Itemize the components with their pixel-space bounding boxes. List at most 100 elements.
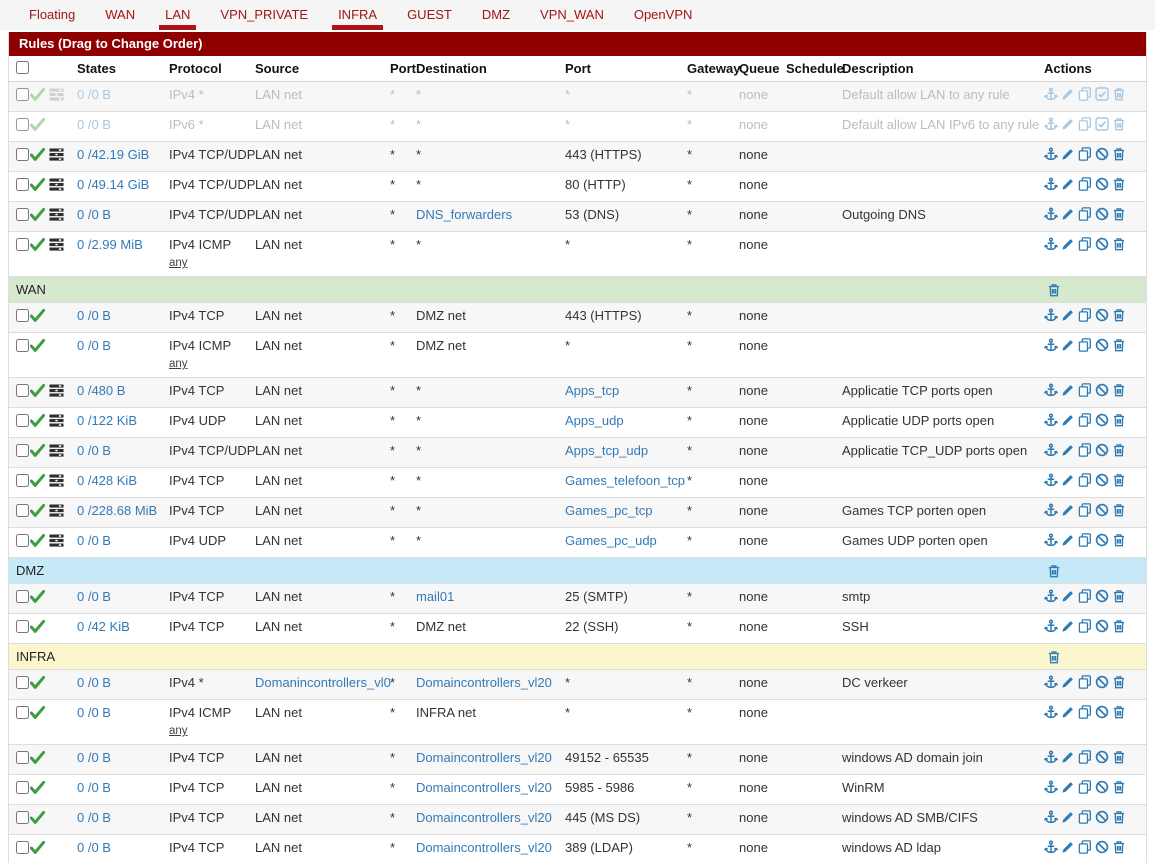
table-row[interactable]: 0 /428 KiB IPv4 TCP LAN net * * Games_telefoo… [9, 467, 1146, 498]
block-icon[interactable] [1095, 705, 1109, 719]
table-row[interactable]: 0 /0 B IPv4 TCP LAN net * Domaincontrollers_… [9, 774, 1146, 805]
icmp-any-link[interactable]: any [169, 725, 188, 737]
table-row[interactable]: 0 /49.14 GiB IPv4 TCP/UDP LAN net * * 80 (HTT… [9, 171, 1146, 202]
copy-icon[interactable] [1078, 117, 1092, 131]
delete-icon[interactable] [1112, 147, 1126, 161]
destination-value[interactable]: mail01 [416, 589, 455, 604]
table-row[interactable]: 0 /122 KiB IPv4 UDP LAN net * * Apps_udp * none… [9, 407, 1146, 438]
row-select-checkbox[interactable] [16, 474, 29, 487]
row-select-checkbox[interactable] [16, 444, 29, 457]
states-link[interactable]: 0 /42.19 GiB [77, 147, 150, 162]
delete-icon[interactable] [1112, 840, 1126, 854]
block-icon[interactable] [1095, 750, 1109, 764]
edit-icon[interactable] [1061, 383, 1075, 397]
states-link[interactable]: 0 /0 B [77, 705, 111, 720]
table-row[interactable]: 0 /0 B IPv4 TCP LAN net * mail01 25 (SMTP) * no… [9, 583, 1146, 614]
table-row[interactable]: 0 /0 B IPv4 TCP LAN net * Domaincontrollers_… [9, 744, 1146, 775]
destination-port-value[interactable]: Apps_udp [565, 413, 624, 428]
tab-infra[interactable]: INFRA [323, 0, 392, 30]
edit-icon[interactable] [1061, 237, 1075, 251]
copy-icon[interactable] [1078, 503, 1092, 517]
anchor-icon[interactable] [1044, 750, 1058, 764]
row-select-checkbox[interactable] [16, 414, 29, 427]
block-icon[interactable] [1095, 619, 1109, 633]
table-row[interactable]: 0 /0 B IPv4 TCP LAN net * Domaincontrollers_… [9, 834, 1146, 863]
edit-icon[interactable] [1061, 207, 1075, 221]
block-icon[interactable] [1095, 780, 1109, 794]
table-row[interactable]: 0 /42 KiB IPv4 TCP LAN net * DMZ net 22 (SSH)… [9, 613, 1146, 644]
states-link[interactable]: 0 /0 B [77, 338, 111, 353]
destination-value[interactable]: Domaincontrollers_vl20 [416, 780, 552, 795]
edit-icon[interactable] [1061, 503, 1075, 517]
delete-icon[interactable] [1112, 705, 1126, 719]
destination-value[interactable]: Domaincontrollers_vl20 [416, 810, 552, 825]
delete-icon[interactable] [1112, 413, 1126, 427]
copy-icon[interactable] [1078, 675, 1092, 689]
states-link[interactable]: 0 /0 B [77, 87, 111, 102]
delete-icon[interactable] [1112, 675, 1126, 689]
row-select-checkbox[interactable] [16, 384, 29, 397]
table-row[interactable]: 0 /0 B IPv4 TCP LAN net * Domaincontrollers_… [9, 804, 1146, 835]
row-select-checkbox[interactable] [16, 811, 29, 824]
edit-icon[interactable] [1061, 619, 1075, 633]
table-row[interactable]: 0 /480 B IPv4 TCP LAN net * * Apps_tcp * none Ap… [9, 377, 1146, 408]
table-row[interactable]: 0 /0 B IPv6 * LAN net * * * * none Default allow… [9, 111, 1146, 142]
edit-icon[interactable] [1061, 177, 1075, 191]
anchor-icon[interactable] [1044, 473, 1058, 487]
anchor-icon[interactable] [1044, 503, 1058, 517]
row-select-checkbox[interactable] [16, 208, 29, 221]
copy-icon[interactable] [1078, 589, 1092, 603]
row-select-checkbox[interactable] [16, 751, 29, 764]
tab-vpn_wan[interactable]: VPN_WAN [540, 7, 604, 22]
states-link[interactable]: 0 /49.14 GiB [77, 177, 150, 192]
delete-icon[interactable] [1112, 308, 1126, 322]
row-select-checkbox[interactable] [16, 309, 29, 322]
row-select-checkbox[interactable] [16, 676, 29, 689]
anchor-icon[interactable] [1044, 237, 1058, 251]
states-link[interactable]: 0 /228.68 MiB [77, 503, 158, 518]
block-icon[interactable] [1095, 383, 1109, 397]
destination-value[interactable]: DNS_forwarders [416, 207, 513, 222]
tab-guest[interactable]: GUEST [407, 7, 452, 22]
states-link[interactable]: 0 /0 B [77, 207, 111, 222]
states-link[interactable]: 0 /0 B [77, 780, 111, 795]
copy-icon[interactable] [1078, 705, 1092, 719]
anchor-icon[interactable] [1044, 117, 1058, 131]
row-select-checkbox[interactable] [16, 238, 29, 251]
copy-icon[interactable] [1078, 750, 1092, 764]
copy-icon[interactable] [1078, 177, 1092, 191]
destination-value[interactable]: Domaincontrollers_vl20 [416, 750, 552, 765]
delete-icon[interactable] [1112, 503, 1126, 517]
edit-icon[interactable] [1061, 810, 1075, 824]
destination-value[interactable]: Domaincontrollers_vl20 [416, 675, 552, 690]
states-link[interactable]: 0 /428 KiB [77, 473, 137, 488]
row-select-checkbox[interactable] [16, 781, 29, 794]
block-icon[interactable] [1095, 147, 1109, 161]
block-icon[interactable] [1095, 840, 1109, 854]
anchor-icon[interactable] [1044, 810, 1058, 824]
destination-port-value[interactable]: Apps_tcp [565, 383, 620, 398]
toggle-icon[interactable] [1095, 117, 1109, 131]
source-value[interactable]: Domanincontrollers_vl0 [255, 675, 391, 690]
edit-icon[interactable] [1061, 338, 1075, 352]
row-select-checkbox[interactable] [16, 504, 29, 517]
edit-icon[interactable] [1061, 675, 1075, 689]
row-select-checkbox[interactable] [16, 178, 29, 191]
row-select-checkbox[interactable] [16, 620, 29, 633]
block-icon[interactable] [1095, 338, 1109, 352]
block-icon[interactable] [1095, 675, 1109, 689]
edit-icon[interactable] [1061, 750, 1075, 764]
edit-icon[interactable] [1061, 308, 1075, 322]
states-link[interactable]: 0 /2.99 MiB [77, 237, 143, 252]
destination-value[interactable]: Domaincontrollers_vl20 [416, 840, 552, 855]
copy-icon[interactable] [1078, 338, 1092, 352]
edit-icon[interactable] [1061, 117, 1075, 131]
edit-icon[interactable] [1061, 705, 1075, 719]
tab-openvpn[interactable]: OpenVPN [633, 7, 693, 22]
delete-icon[interactable] [1112, 237, 1126, 251]
copy-icon[interactable] [1078, 413, 1092, 427]
anchor-icon[interactable] [1044, 147, 1058, 161]
select-all-checkbox[interactable] [16, 61, 29, 74]
states-link[interactable]: 0 /0 B [77, 675, 111, 690]
anchor-icon[interactable] [1044, 87, 1058, 101]
